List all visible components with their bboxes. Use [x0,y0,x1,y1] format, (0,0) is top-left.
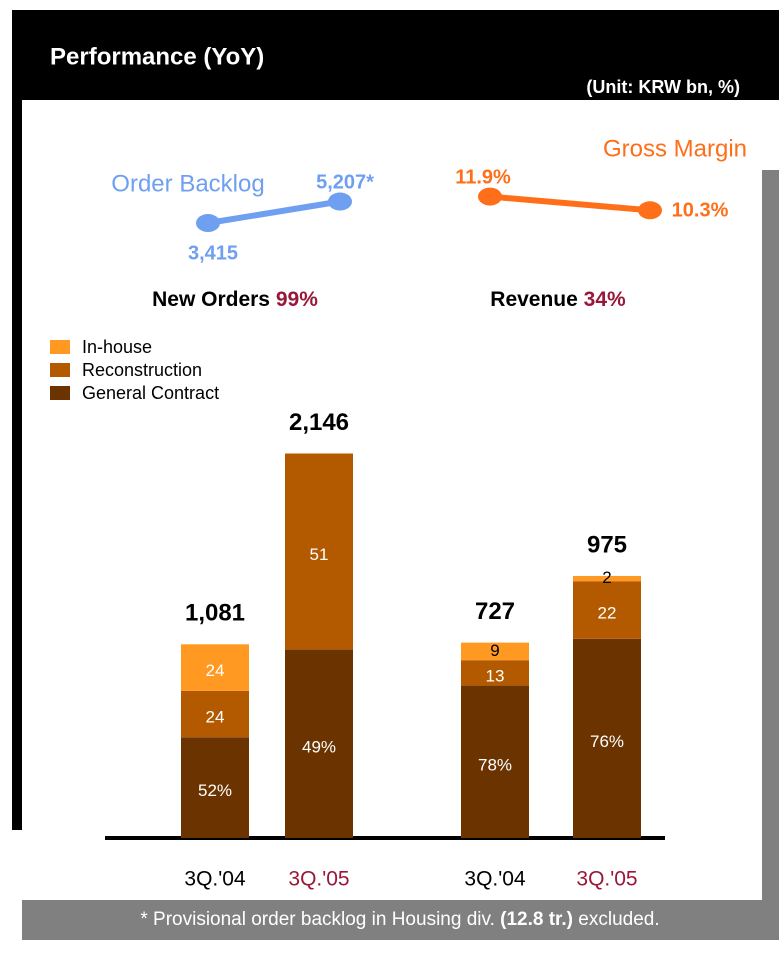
segment-label: 9 [490,641,499,660]
line [207,198,341,226]
shadow [762,170,779,900]
bar-segment [573,575,641,582]
line-label: Gross Margin [603,135,747,162]
segment-label: 2 [602,568,611,587]
bar-segment [573,638,641,838]
bar-segment [181,737,249,838]
headline-title: New Orders [152,288,270,311]
point [196,214,220,233]
segment-label: 51 [310,545,329,564]
left-frame [12,100,22,830]
line [489,193,651,214]
bar-segment [461,685,529,838]
value-label: 3,415 [188,242,238,264]
unit: (Unit: KRW bn, %) [586,77,740,97]
bar-segment [181,690,249,738]
segment-label: 52% [198,781,232,800]
segment-label: 76% [590,732,624,751]
growth: 99% [276,288,318,311]
category-label: 3Q.'05 [576,868,637,891]
bar-segment [573,581,641,639]
category-label: 3Q.'04 [464,868,526,891]
bar-segment [461,642,529,661]
category-label: 3Q.'04 [184,868,246,891]
point [328,192,352,211]
line-label: Order Backlog [111,170,264,197]
total-label: 1,081 [185,600,245,627]
headline: Revenue 34% [490,288,626,311]
footnote-text: excluded. [573,909,660,930]
segment-label: 78% [478,755,512,774]
headline-title: Revenue [490,288,578,311]
legend-swatch [50,386,70,400]
total-label: 2,146 [289,409,349,436]
bar-segment [285,649,353,838]
legend-label: General Contract [82,383,219,403]
legend-swatch [50,363,70,377]
headline: New Orders 99% [152,288,318,311]
value-label: 11.9% [455,166,511,188]
value-label: 10.3% [672,199,729,221]
segment-label: 13 [486,666,505,685]
header-bar [12,10,779,100]
bar-segment [285,453,353,650]
footnote-text: * Provisional order backlog in Housing d… [140,909,500,930]
segment-label: 49% [302,737,336,756]
legend-label: Reconstruction [82,360,202,380]
growth: 34% [584,288,626,311]
title: Performance (YoY) [50,43,264,70]
segment-label: 24 [206,708,225,727]
legend-swatch [50,340,70,354]
bar-segment [181,644,249,691]
point [478,187,502,206]
value-label: 5,207* [316,171,374,193]
total-label: 727 [475,598,515,625]
footnote-bar [22,900,779,940]
segment-label: 22 [598,604,617,623]
segment-label: 24 [206,661,225,680]
footnote: * Provisional order backlog in Housing d… [140,909,659,930]
category-label: 3Q.'05 [288,868,349,891]
total-label: 975 [587,531,627,558]
footnote-bold: (12.8 tr.) [500,909,573,930]
legend-label: In-house [82,337,152,357]
bar-segment [461,660,529,686]
point [638,201,662,220]
